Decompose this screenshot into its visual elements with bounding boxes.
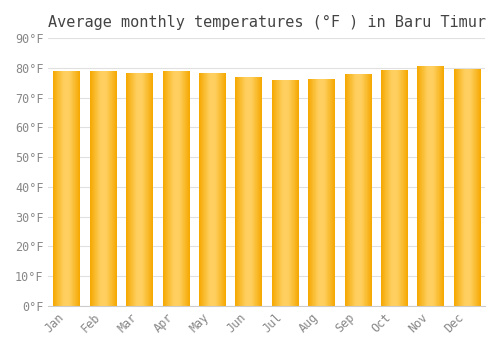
Title: Average monthly temperatures (°F ) in Baru Timur: Average monthly temperatures (°F ) in Ba… (48, 15, 486, 30)
